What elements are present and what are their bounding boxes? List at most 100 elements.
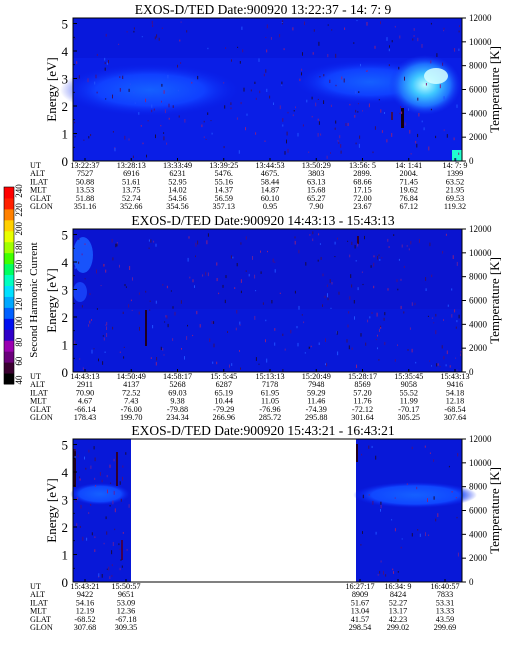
speckle	[121, 565, 123, 568]
colorbar-tick-label: 120	[14, 297, 24, 311]
speckle	[274, 261, 276, 263]
speckle	[396, 279, 398, 283]
speckle	[400, 546, 402, 549]
speckle	[430, 22, 432, 25]
speckle	[442, 251, 444, 254]
orbit-table-cell: 7178	[262, 380, 278, 389]
speckle	[84, 278, 86, 280]
speckle	[105, 33, 107, 37]
speckle	[94, 536, 96, 538]
speckle	[236, 117, 238, 120]
speckle	[393, 571, 394, 574]
speckle	[76, 523, 78, 527]
speckle	[360, 544, 362, 546]
orbit-table-cell: 56.59	[215, 194, 233, 203]
speckle	[297, 132, 299, 137]
speckle	[318, 342, 320, 345]
speckle	[323, 100, 325, 104]
orbit-table-cell: 351.16	[74, 202, 97, 211]
orbit-table-cell: 16:34: 9	[384, 582, 411, 591]
speckle	[163, 136, 165, 141]
speckle	[109, 505, 111, 507]
speckle	[417, 529, 419, 531]
orbit-table-cell: 55.16	[215, 177, 233, 186]
speckle	[88, 512, 90, 514]
speckle	[421, 44, 423, 48]
orbit-table-cell: 54.56	[168, 194, 186, 203]
y2-tick-label: 8000	[469, 61, 488, 71]
speckle	[325, 338, 326, 342]
speckle	[168, 103, 170, 108]
speckle	[166, 285, 168, 289]
colorbar-tick-label: 200	[14, 222, 24, 236]
speckle	[375, 531, 377, 535]
orbit-row-label: MLT	[30, 397, 47, 406]
speckle	[415, 140, 417, 144]
speckle	[270, 37, 272, 40]
orbit-table-cell: 15:20:49	[302, 372, 331, 381]
speckle	[401, 244, 403, 248]
speckle	[378, 254, 380, 256]
y2-axis-label: Temperature [K]	[487, 46, 502, 133]
speckle	[322, 304, 323, 307]
speckle	[388, 64, 390, 67]
y2-tick-label: 6000	[469, 296, 488, 306]
speckle	[120, 498, 122, 502]
speckle	[354, 115, 356, 118]
speckle	[203, 120, 205, 123]
speckle	[149, 300, 151, 302]
speckle	[254, 274, 256, 279]
speckle	[411, 446, 413, 450]
speckle	[203, 136, 205, 138]
speckle	[104, 351, 106, 353]
y2-tick-label: 4000	[469, 529, 488, 539]
speckle	[262, 302, 264, 305]
colorbar-swatch	[4, 208, 14, 221]
speckle	[76, 61, 78, 64]
speckle	[96, 91, 98, 94]
speckle	[155, 243, 157, 247]
orbit-table-cell: 21.95	[446, 186, 464, 195]
speckle	[329, 279, 331, 283]
speckle	[113, 490, 115, 495]
speckle	[404, 76, 405, 81]
speckle	[155, 134, 156, 139]
orbit-table-cell: 13:44:53	[255, 161, 284, 170]
speckle	[112, 257, 114, 261]
speckle	[191, 81, 193, 84]
orbit-table-cell: 285.72	[259, 413, 282, 422]
colorbar-swatch	[4, 274, 14, 286]
orbit-table-cell: 354.56	[166, 202, 189, 211]
speckle	[394, 497, 396, 499]
speckle	[416, 486, 418, 490]
speckle	[259, 90, 261, 94]
speckle	[336, 331, 338, 335]
speckle	[168, 117, 170, 120]
speckle	[317, 118, 319, 121]
speckle	[109, 464, 111, 468]
y-tick-label: 5	[62, 17, 69, 32]
speckle	[431, 274, 433, 278]
orbit-table-cell: 305.25	[397, 413, 420, 422]
speckle	[301, 314, 303, 316]
orbit-table-cell: 178.43	[74, 413, 97, 422]
speckle	[436, 53, 438, 57]
speckle	[436, 363, 438, 367]
colorbar-tick-label: 60	[14, 356, 24, 366]
orbit-table-cell: 68.66	[353, 177, 371, 186]
speckle	[397, 288, 399, 291]
y2-tick-label: 12000	[469, 434, 492, 444]
speckle	[281, 81, 283, 85]
colorbar-label: Second Harmonic Current	[28, 242, 40, 357]
orbit-table-cell: 54.16	[76, 598, 94, 607]
orbit-table-cell: 13.17	[389, 607, 407, 616]
speckle	[223, 82, 225, 84]
orbit-table-cell: 307.68	[74, 623, 97, 632]
colorbar-tick-label: 240	[14, 184, 24, 198]
speckle	[74, 121, 76, 124]
speckle	[223, 146, 225, 149]
speckle	[131, 309, 133, 311]
orbit-row-label: GLON	[30, 623, 53, 632]
speckle	[172, 306, 174, 309]
